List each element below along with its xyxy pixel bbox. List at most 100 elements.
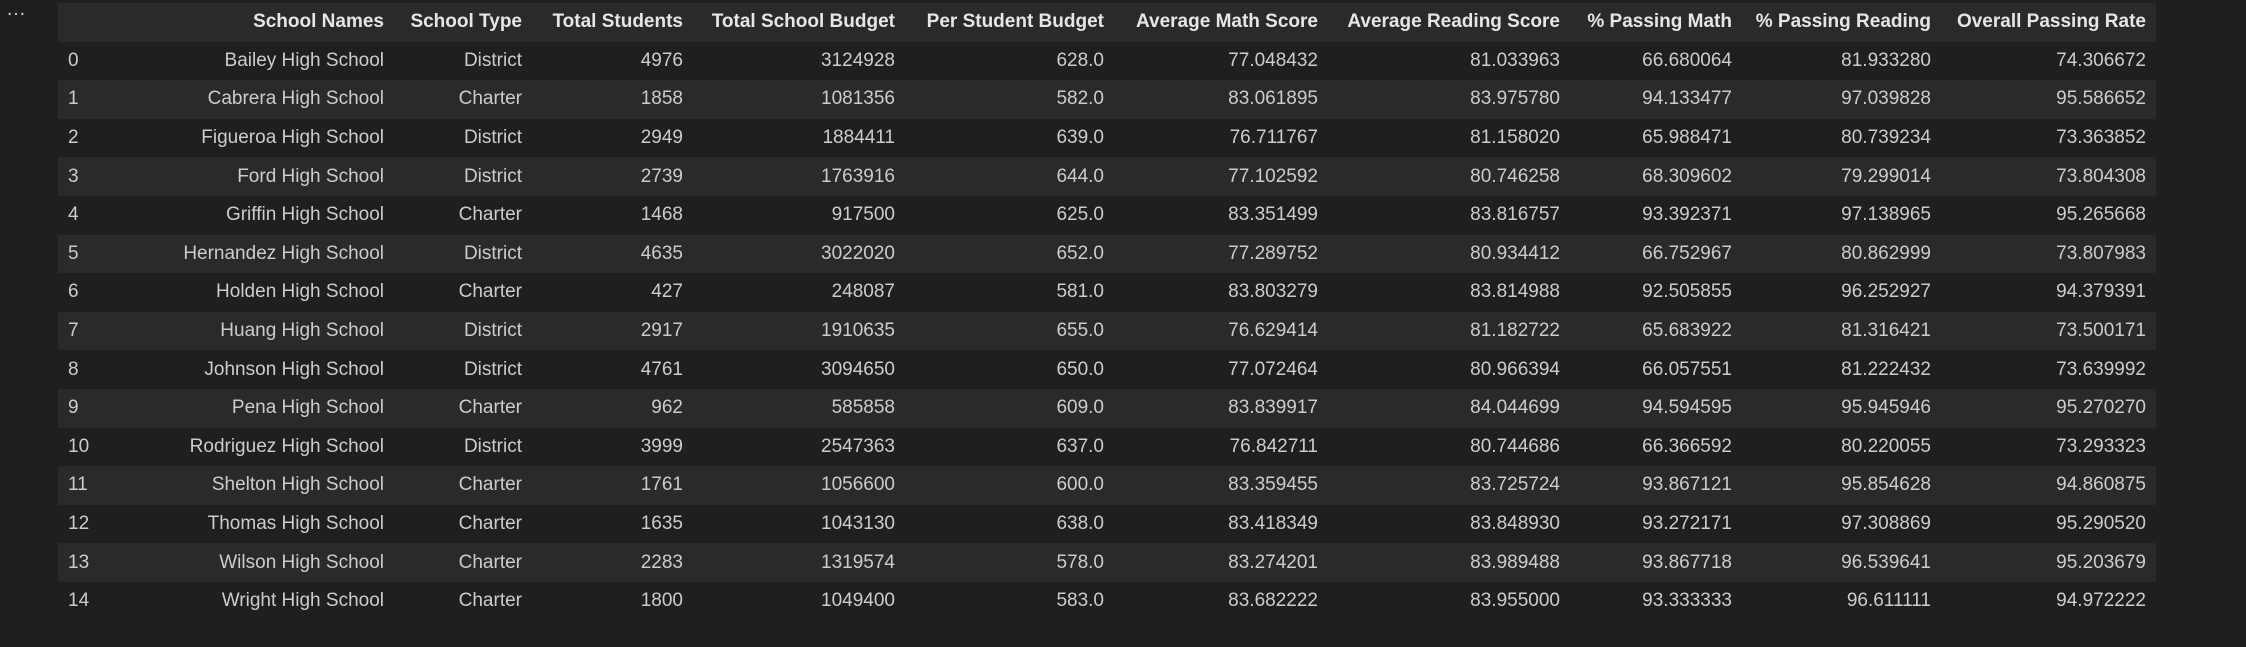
table-row: 3 Ford High School District 2739 1763916 644.… (58, 157, 2156, 196)
table-cell: 81.222432 (1841, 358, 1931, 380)
table-row: 7 Huang High School District 2917 1910635 655… (58, 311, 2156, 351)
row-index: 8 (68, 358, 79, 380)
table-cell: 95.203679 (2056, 551, 2146, 573)
table-body: 0 Bailey High School District 4976 3124928 62… (58, 41, 2156, 621)
table-cell: 2283 (640, 551, 683, 573)
table-cell: 2949 (640, 127, 683, 149)
table-cell: Hernandez High School (183, 242, 384, 264)
table-cell: 2917 (640, 320, 683, 342)
table-cell: 2547363 (821, 435, 895, 457)
table-cell: 95.290520 (2056, 513, 2146, 535)
table-cell: 583.0 (1056, 590, 1104, 612)
table-cell: 1763916 (821, 165, 895, 187)
table-cell: District (463, 358, 522, 380)
more-actions-icon[interactable]: … (6, 0, 27, 20)
table-cell: 248087 (831, 281, 895, 303)
table-cell: 3999 (640, 435, 683, 457)
table-cell: 77.289752 (1228, 242, 1318, 264)
table-cell: 1761 (640, 474, 683, 496)
table-cell: 92.505855 (1642, 281, 1732, 303)
table-cell: 917500 (831, 204, 895, 226)
table-cell: 74.306672 (2056, 49, 2146, 71)
table-cell: 93.867718 (1642, 551, 1732, 573)
row-index: 4 (68, 204, 79, 226)
table-cell: 83.351499 (1228, 204, 1318, 226)
table-cell: 96.252927 (1841, 281, 1931, 303)
row-index: 12 (68, 513, 90, 535)
table-row: 1 Cabrera High School Charter 1858 1081356 58… (58, 80, 2156, 119)
table-cell: District (463, 435, 522, 457)
table-cell: 4761 (640, 358, 683, 380)
row-index: 7 (68, 320, 79, 342)
row-index: 14 (68, 590, 90, 612)
table-cell: 83.725724 (1470, 474, 1560, 496)
table-cell: 94.133477 (1642, 88, 1732, 110)
table-cell: Cabrera High School (207, 88, 384, 110)
table-cell: 66.680064 (1642, 49, 1732, 71)
table-cell: 83.418349 (1228, 513, 1318, 535)
table-cell: 76.629414 (1228, 320, 1318, 342)
table-cell: District (463, 49, 522, 71)
table-row: 2 Figueroa High School District 2949 1884411… (58, 118, 2156, 158)
table-row: 9 Pena High School Charter 962 585858 609.0 83… (58, 388, 2156, 428)
table-cell: 83.816757 (1470, 204, 1560, 226)
table-cell: Huang High School (220, 320, 384, 342)
table-cell: 83.803279 (1228, 281, 1318, 303)
table-cell: 93.392371 (1642, 204, 1732, 226)
table-cell: 4976 (640, 49, 683, 71)
table-row: 0 Bailey High School District 4976 3124928 62… (58, 41, 2156, 81)
table-row: 8 Johnson High School District 4761 3094650 6… (58, 350, 2156, 389)
table-cell: 83.848930 (1470, 513, 1560, 535)
table-cell: 66.366592 (1642, 435, 1732, 457)
table-cell: 94.860875 (2056, 474, 2146, 496)
column-header: School Type (394, 3, 532, 42)
table-cell: 94.972222 (2056, 590, 2146, 612)
table-cell: 84.044699 (1470, 397, 1560, 419)
table-row: 4 Griffin High School Charter 1468 917500 625… (58, 195, 2156, 235)
table-cell: 81.933280 (1841, 49, 1931, 71)
table-cell: 97.308869 (1841, 513, 1931, 535)
table-cell: 68.309602 (1642, 165, 1732, 187)
table-cell: 83.274201 (1228, 551, 1318, 573)
table-cell: 94.379391 (2056, 281, 2146, 303)
table-cell: 1081356 (821, 88, 895, 110)
table-cell: 95.265668 (2056, 204, 2146, 226)
table-row: 14 Wright High School Charter 1800 1049400 58… (58, 581, 2156, 621)
table-cell: 83.989488 (1470, 551, 1560, 573)
table-cell: 80.746258 (1470, 165, 1560, 187)
table-cell: 3094650 (821, 358, 895, 380)
row-index: 13 (68, 551, 90, 573)
table-cell: 639.0 (1056, 127, 1104, 149)
table-cell: Figueroa High School (201, 127, 384, 149)
table-cell: 644.0 (1056, 165, 1104, 187)
table-cell: 76.711767 (1229, 127, 1318, 149)
table-cell: Charter (458, 88, 522, 110)
table-cell: Charter (458, 397, 522, 419)
table-cell: 77.102592 (1228, 165, 1318, 187)
table-cell: 628.0 (1056, 49, 1104, 71)
table-cell: Johnson High School (204, 358, 384, 380)
column-header: Overall Passing Rate (1941, 3, 2156, 42)
row-index: 2 (68, 127, 79, 149)
table-cell: 80.934412 (1470, 242, 1560, 264)
table-cell: 1319574 (821, 551, 895, 573)
table-cell: Charter (458, 513, 522, 535)
row-index: 6 (68, 281, 79, 303)
table-cell: 65.988471 (1642, 127, 1732, 149)
row-index: 11 (68, 474, 88, 496)
row-index: 5 (68, 242, 79, 264)
table-cell: District (463, 320, 522, 342)
row-index: 1 (68, 88, 79, 110)
table-cell: 1910635 (821, 320, 895, 342)
table-cell: 600.0 (1056, 474, 1104, 496)
table-cell: 655.0 (1056, 320, 1104, 342)
row-index: 10 (68, 435, 90, 457)
table-cell: 73.639992 (2056, 358, 2146, 380)
table-cell: 80.739234 (1841, 127, 1931, 149)
table-cell: Pena High School (231, 397, 384, 419)
table-cell: 79.299014 (1841, 165, 1931, 187)
table-cell: 83.955000 (1470, 590, 1560, 612)
table-cell: Griffin High School (225, 204, 384, 226)
table-cell: District (463, 127, 522, 149)
table-cell: Shelton High School (211, 474, 384, 496)
